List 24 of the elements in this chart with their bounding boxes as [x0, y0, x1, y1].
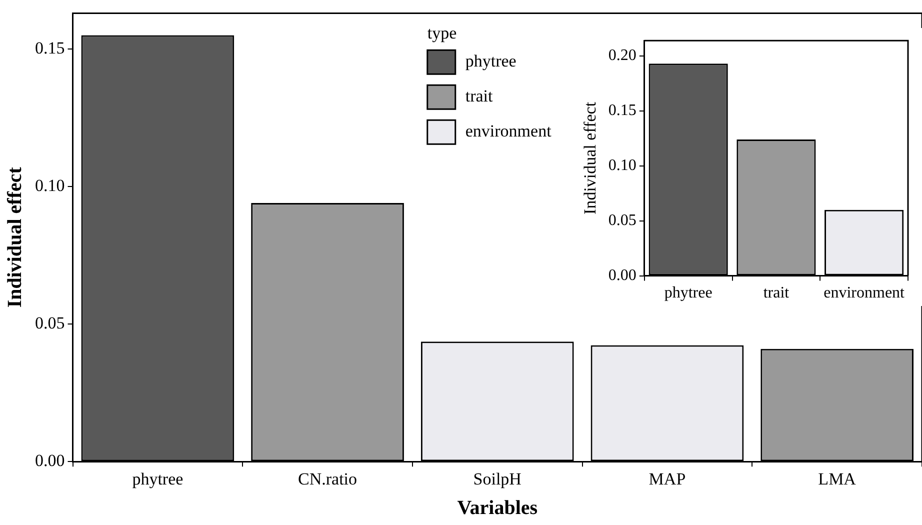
- y-tick-label: 0.15: [35, 38, 65, 58]
- y-tick-label: 0.10: [35, 176, 65, 195]
- legend-title: type: [427, 24, 457, 43]
- y-tick-label: 0.05: [608, 212, 636, 230]
- x-axis-title: Variables: [457, 497, 538, 520]
- legend-label: trait: [465, 86, 494, 106]
- y-tick-label: 0.15: [608, 102, 636, 120]
- y-tick-label: 0.10: [608, 157, 636, 174]
- x-tick-label: SoilpH: [473, 469, 522, 488]
- x-tick-label: environment: [824, 284, 906, 302]
- legend-label: environment: [465, 122, 552, 141]
- y-axis-title: Individual effect: [4, 166, 26, 308]
- x-tick-label: MAP: [648, 469, 686, 488]
- x-tick-label: phytree: [132, 469, 184, 488]
- y-axis-title: Individual effect: [580, 102, 600, 214]
- y-tick-label: 0.00: [35, 451, 65, 470]
- y-tick-label: 0.20: [608, 47, 636, 64]
- x-tick-label: LMA: [818, 469, 857, 488]
- y-tick-label: 0.00: [608, 267, 636, 284]
- y-tick-label: 0.05: [35, 314, 65, 333]
- legend-label: phytree: [465, 52, 516, 71]
- x-tick-label: trait: [763, 284, 790, 302]
- x-tick-label: phytree: [664, 284, 712, 302]
- x-tick-label: CN.ratio: [298, 469, 358, 488]
